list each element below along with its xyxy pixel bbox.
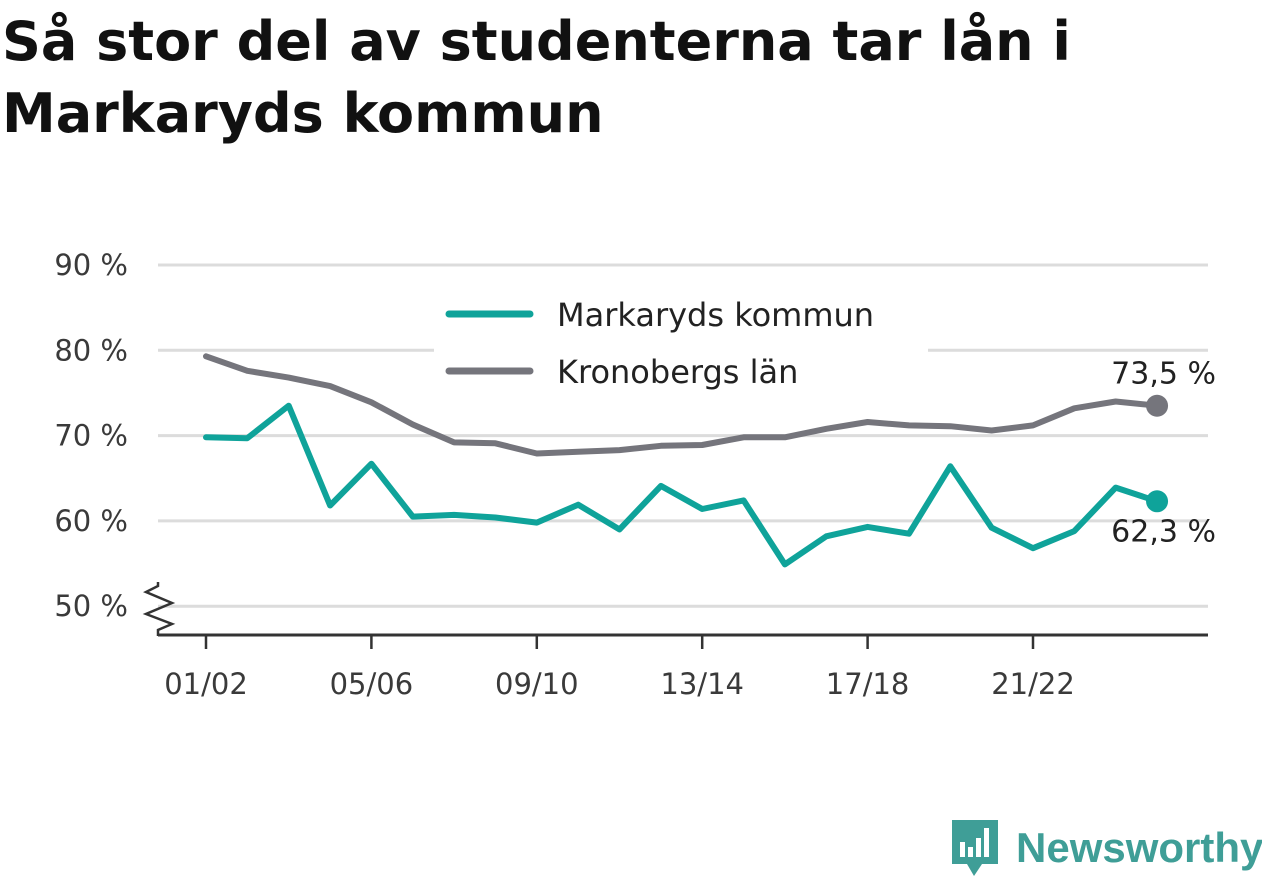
- end-label-markaryd: 62,3 %: [1111, 514, 1216, 549]
- newsworthy-logo-icon: [952, 820, 998, 876]
- y-tick-label: 60 %: [54, 504, 128, 538]
- legend-label-kronoberg: Kronobergs län: [557, 353, 798, 391]
- axes: 50 % 60 % 70 % 80 % 90 % 01/02 05/06 09/10 13/14…: [54, 248, 1208, 701]
- x-tick-label: 05/06: [330, 667, 414, 701]
- axis-break-icon: [142, 582, 176, 636]
- x-tick-label: 13/14: [660, 667, 744, 701]
- gridlines: [158, 263, 1208, 608]
- end-labels: 73,5 % 62,3 %: [1111, 357, 1216, 550]
- y-tick-label: 90 %: [54, 248, 128, 282]
- x-tick-label: 09/10: [495, 667, 579, 701]
- x-tick-label: 21/22: [991, 667, 1075, 701]
- x-tick-label: 01/02: [164, 667, 248, 701]
- legend-label-markaryd: Markaryds kommun: [557, 296, 874, 334]
- end-label-kronoberg: 73,5 %: [1111, 357, 1216, 392]
- x-tick-label: 17/18: [826, 667, 910, 701]
- brand-logo: Newsworthy: [950, 818, 1262, 878]
- legend-background: [434, 288, 928, 406]
- legend: Markaryds kommun Kronobergs län: [434, 288, 928, 406]
- brand-name: Newsworthy: [1016, 824, 1262, 871]
- series-line-kronoberg: [203, 353, 1161, 457]
- series-lines: [203, 353, 1169, 568]
- y-tick-label: 50 %: [54, 589, 128, 623]
- y-tick-label: 80 %: [54, 333, 128, 367]
- y-tick-label: 70 %: [54, 419, 128, 453]
- end-point-markaryd: [1146, 490, 1169, 513]
- end-point-kronoberg: [1146, 394, 1169, 417]
- series-line-markaryd: [203, 402, 1161, 568]
- chart-title: Så stor del av studenterna tar lån i Mar…: [2, 10, 1071, 145]
